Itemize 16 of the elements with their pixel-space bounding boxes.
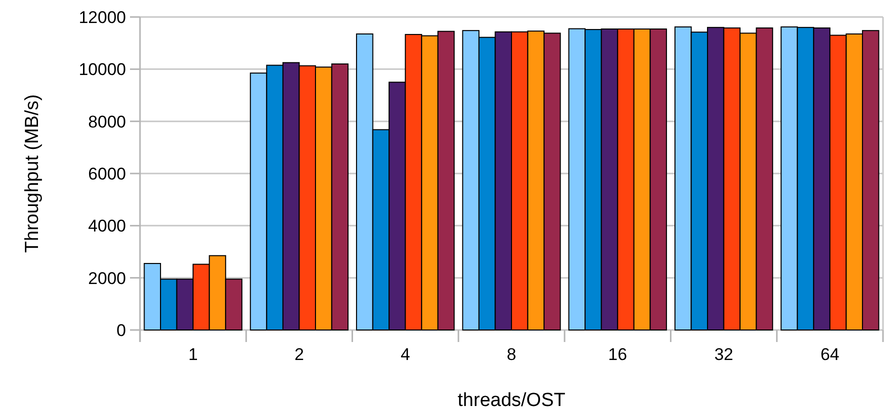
y-tick-label: 6000 bbox=[88, 164, 126, 184]
y-tick-label: 8000 bbox=[88, 112, 126, 132]
y-tick-label: 0 bbox=[116, 320, 126, 340]
x-tick-label: 4 bbox=[400, 345, 410, 364]
x-tick-label: 1 bbox=[188, 345, 198, 364]
x-tick-label: 16 bbox=[608, 345, 628, 364]
y-tick-label: 10000 bbox=[78, 60, 126, 80]
x-tick-label: 8 bbox=[506, 345, 516, 364]
y-tick-label: 12000 bbox=[78, 8, 126, 27]
x-tick-label: 32 bbox=[714, 345, 734, 364]
y-tick-label: 2000 bbox=[88, 268, 126, 288]
x-tick-label: 2 bbox=[294, 345, 304, 364]
y-tick-label: 4000 bbox=[88, 216, 126, 236]
x-tick-label: 64 bbox=[820, 345, 840, 364]
y-axis-title: Throughput (MB/s) bbox=[22, 94, 43, 253]
x-axis-title: threads/OST bbox=[458, 390, 566, 411]
